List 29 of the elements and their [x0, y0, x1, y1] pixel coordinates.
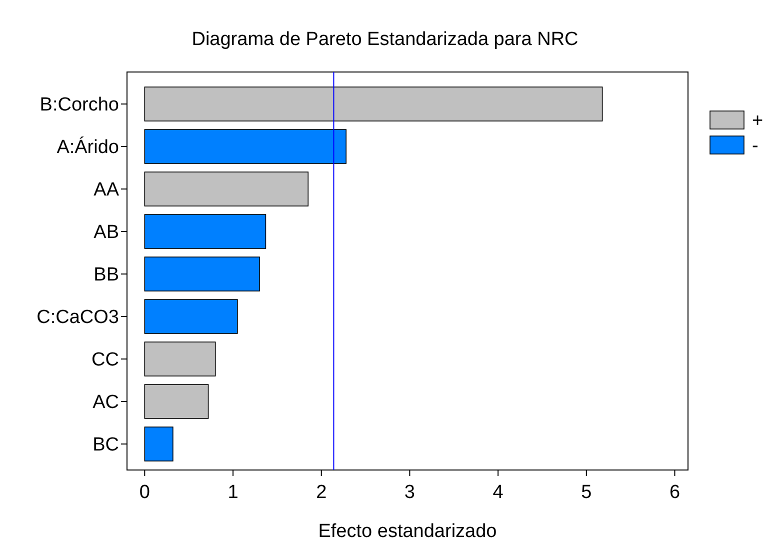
y-tick-label: AB — [94, 222, 119, 244]
bar — [144, 172, 309, 206]
x-axis-title: Efecto estandarizado — [318, 521, 497, 542]
x-tick-label: 2 — [316, 482, 327, 503]
y-tick-label: BB — [94, 264, 119, 286]
y-tick-label: AA — [94, 180, 120, 201]
bar — [144, 426, 174, 462]
legend-label: + — [752, 110, 764, 132]
bar — [144, 214, 266, 249]
y-tick-label: A:Árido — [56, 136, 119, 158]
x-tick-label: 1 — [228, 482, 238, 503]
x-tick-label: 3 — [404, 482, 415, 503]
y-tick-label: AC — [92, 392, 119, 414]
bar — [144, 256, 260, 292]
x-tick-label: 4 — [492, 482, 504, 503]
y-tick-label: C:CaCO3 — [36, 307, 119, 328]
bar — [144, 86, 603, 122]
chart-title: Diagrama de Pareto Estandarizada para NRC — [192, 29, 578, 50]
legend-label: - — [752, 136, 758, 157]
x-tick-label: 0 — [139, 482, 150, 503]
y-tick-label: CC — [92, 350, 119, 371]
x-tick-label: 6 — [669, 482, 680, 503]
x-tick-label: 5 — [581, 482, 592, 503]
bar — [144, 342, 216, 376]
bar — [144, 299, 238, 334]
bar — [144, 129, 346, 164]
bar — [144, 384, 209, 419]
y-tick-label: BC — [92, 434, 119, 456]
y-tick-label: B:Corcho — [40, 94, 119, 116]
